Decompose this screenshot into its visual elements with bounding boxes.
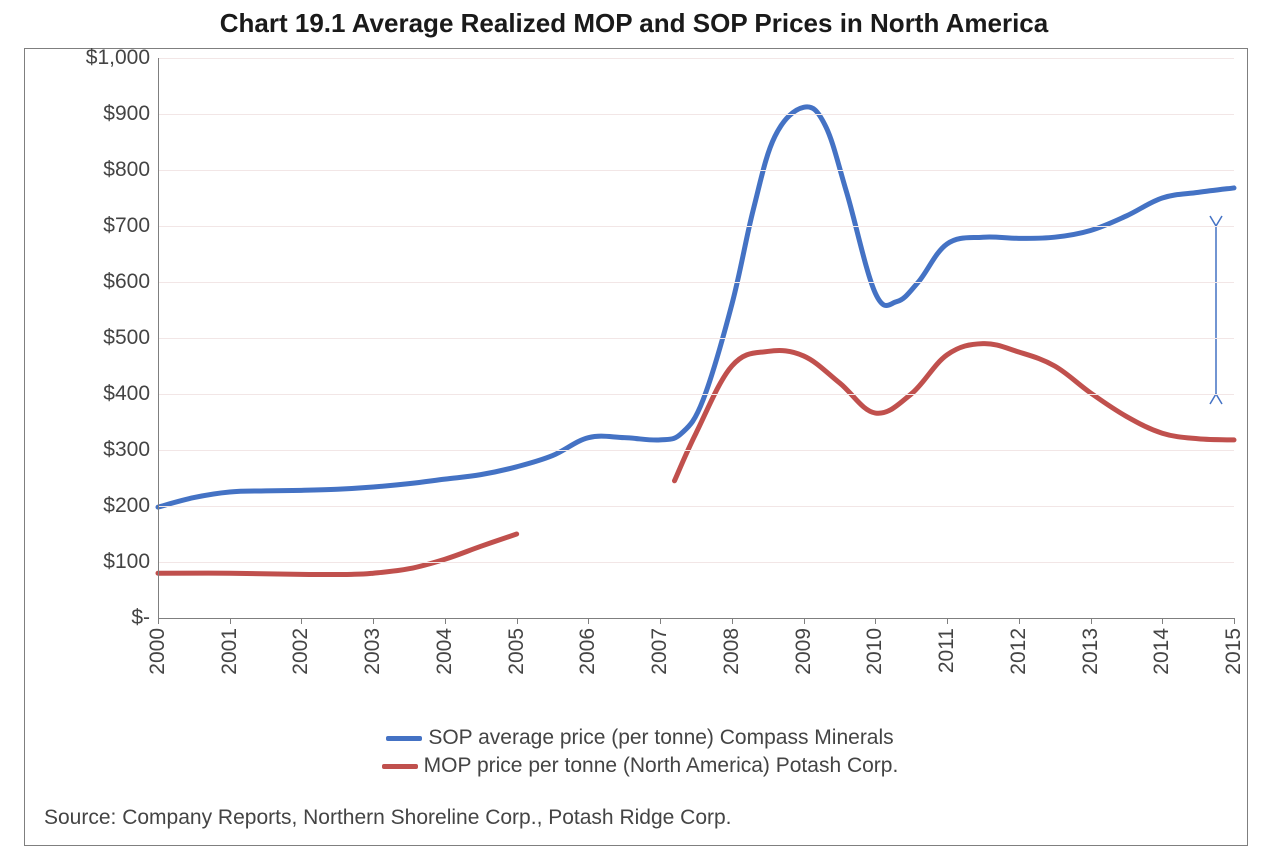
- gridline: [158, 338, 1234, 339]
- gridline: [158, 450, 1234, 451]
- x-tick: [875, 618, 876, 624]
- x-axis-label: 2015: [1222, 628, 1246, 675]
- y-axis-label: $300: [103, 438, 158, 462]
- plot-area: $-$100$200$300$400$500$600$700$800$900$1…: [158, 58, 1234, 618]
- gridline: [158, 170, 1234, 171]
- series-line: [158, 107, 1234, 507]
- x-axis-label: 2009: [792, 628, 816, 675]
- x-tick: [158, 618, 159, 624]
- x-axis-label: 2003: [361, 628, 385, 675]
- x-axis-label: 2006: [576, 628, 600, 675]
- x-axis-label: 2013: [1079, 628, 1103, 675]
- x-tick: [732, 618, 733, 624]
- x-tick: [517, 618, 518, 624]
- gridline: [158, 114, 1234, 115]
- y-axis-line: [158, 58, 159, 618]
- x-axis-label: 2004: [433, 628, 457, 675]
- y-axis-label: $400: [103, 382, 158, 406]
- x-axis-label: 2005: [505, 628, 529, 675]
- x-tick: [804, 618, 805, 624]
- gridline: [158, 506, 1234, 507]
- legend-label: SOP average price (per tonne) Compass Mi…: [428, 726, 893, 750]
- gridline: [158, 58, 1234, 59]
- x-axis-label: 2002: [289, 628, 313, 675]
- x-axis-label: 2007: [648, 628, 672, 675]
- x-tick: [1019, 618, 1020, 624]
- gridline: [158, 394, 1234, 395]
- y-axis-label: $900: [103, 102, 158, 126]
- x-tick: [1234, 618, 1235, 624]
- x-axis-label: 2008: [720, 628, 744, 675]
- y-axis-label: $500: [103, 326, 158, 350]
- x-tick: [588, 618, 589, 624]
- legend-item: MOP price per tonne (North America) Pota…: [280, 754, 1000, 778]
- x-tick: [373, 618, 374, 624]
- x-tick: [445, 618, 446, 624]
- x-tick: [660, 618, 661, 624]
- y-axis-label: $700: [103, 214, 158, 238]
- legend-swatch: [382, 764, 418, 769]
- legend-label: MOP price per tonne (North America) Pota…: [424, 754, 899, 778]
- x-tick: [947, 618, 948, 624]
- legend: SOP average price (per tonne) Compass Mi…: [280, 722, 1000, 782]
- gap-arrow: [1210, 216, 1222, 404]
- gridline: [158, 618, 1234, 619]
- gridline: [158, 282, 1234, 283]
- x-tick: [230, 618, 231, 624]
- series-line: [674, 344, 1234, 481]
- x-tick: [1091, 618, 1092, 624]
- source-caption: Source: Company Reports, Northern Shorel…: [44, 806, 732, 830]
- chart-title: Chart 19.1 Average Realized MOP and SOP …: [0, 8, 1268, 39]
- x-axis-label: 2001: [218, 628, 242, 675]
- gridline: [158, 226, 1234, 227]
- x-axis-label: 2011: [935, 628, 959, 673]
- x-tick: [301, 618, 302, 624]
- x-axis-label: 2014: [1150, 628, 1174, 675]
- y-axis-label: $-: [131, 606, 158, 630]
- y-axis-label: $800: [103, 158, 158, 182]
- legend-item: SOP average price (per tonne) Compass Mi…: [280, 726, 1000, 750]
- x-axis-label: 2012: [1007, 628, 1031, 675]
- y-axis-label: $200: [103, 494, 158, 518]
- x-tick: [1162, 618, 1163, 624]
- y-axis-label: $1,000: [86, 46, 158, 70]
- x-axis-label: 2010: [863, 628, 887, 675]
- legend-swatch: [386, 736, 422, 741]
- x-axis-label: 2000: [146, 628, 170, 675]
- y-axis-label: $100: [103, 550, 158, 574]
- y-axis-label: $600: [103, 270, 158, 294]
- gridline: [158, 562, 1234, 563]
- series-line: [158, 534, 517, 574]
